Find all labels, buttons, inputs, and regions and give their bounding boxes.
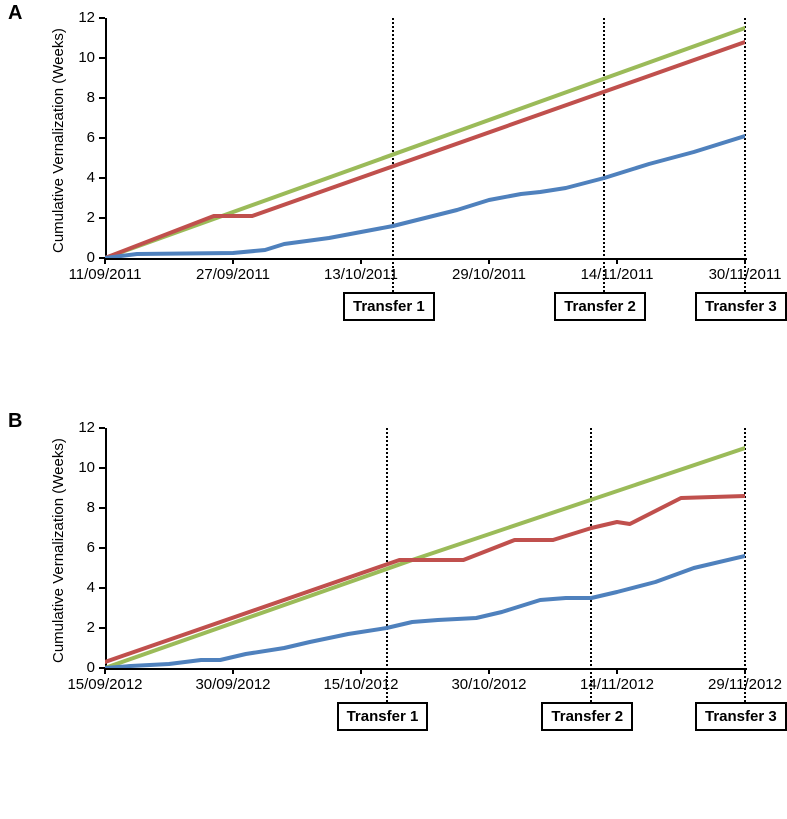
y-axis-title-B: Cumulative Vernalization (Weeks) (50, 438, 67, 663)
x-tick-label: 29/10/2011 (444, 266, 534, 283)
x-tick-mark (488, 668, 490, 674)
x-tick-mark (616, 258, 618, 264)
series-line-red (105, 496, 745, 662)
x-tick-label: 30/09/2012 (188, 676, 278, 693)
y-axis-title-A: Cumulative Vernalization (Weeks) (50, 28, 67, 253)
series-svg-A (105, 18, 745, 258)
y-tick-label: 12 (69, 9, 95, 26)
series-line-blue (105, 556, 745, 668)
x-tick-label: 14/11/2012 (572, 676, 662, 693)
x-tick-mark (104, 258, 106, 264)
y-tick-label: 0 (69, 249, 95, 266)
x-tick-mark (232, 258, 234, 264)
y-tick-label: 4 (69, 579, 95, 596)
y-tick-label: 6 (69, 539, 95, 556)
x-tick-label: 30/10/2012 (444, 676, 534, 693)
transfer-label: Transfer 3 (695, 702, 787, 731)
figure-root: ACumulative Vernalization (Weeks)0246810… (0, 0, 787, 819)
transfer-label: Transfer 2 (541, 702, 633, 731)
x-tick-mark (360, 258, 362, 264)
x-tick-label: 14/11/2011 (572, 266, 662, 283)
x-tick-label: 11/09/2011 (60, 266, 150, 283)
x-tick-mark (360, 668, 362, 674)
transfer-label: Transfer 2 (554, 292, 646, 321)
y-tick-label: 2 (69, 619, 95, 636)
y-tick-label: 2 (69, 209, 95, 226)
x-tick-label: 27/09/2011 (188, 266, 278, 283)
y-tick-label: 0 (69, 659, 95, 676)
y-tick-label: 8 (69, 499, 95, 516)
x-tick-mark (104, 668, 106, 674)
transfer-label: Transfer 3 (695, 292, 787, 321)
x-tick-mark (488, 258, 490, 264)
y-tick-label: 10 (69, 459, 95, 476)
y-tick-label: 12 (69, 419, 95, 436)
transfer-label: Transfer 1 (343, 292, 435, 321)
y-tick-label: 8 (69, 89, 95, 106)
y-tick-label: 10 (69, 49, 95, 66)
transfer-label: Transfer 1 (337, 702, 429, 731)
y-tick-label: 6 (69, 129, 95, 146)
x-tick-label: 15/09/2012 (60, 676, 150, 693)
y-tick-label: 4 (69, 169, 95, 186)
panel-label-A: A (8, 2, 22, 25)
x-tick-label: 15/10/2012 (316, 676, 406, 693)
panel-label-B: B (8, 410, 22, 433)
series-svg-B (105, 428, 745, 668)
x-tick-mark (616, 668, 618, 674)
series-line-green (105, 28, 745, 258)
x-tick-mark (232, 668, 234, 674)
